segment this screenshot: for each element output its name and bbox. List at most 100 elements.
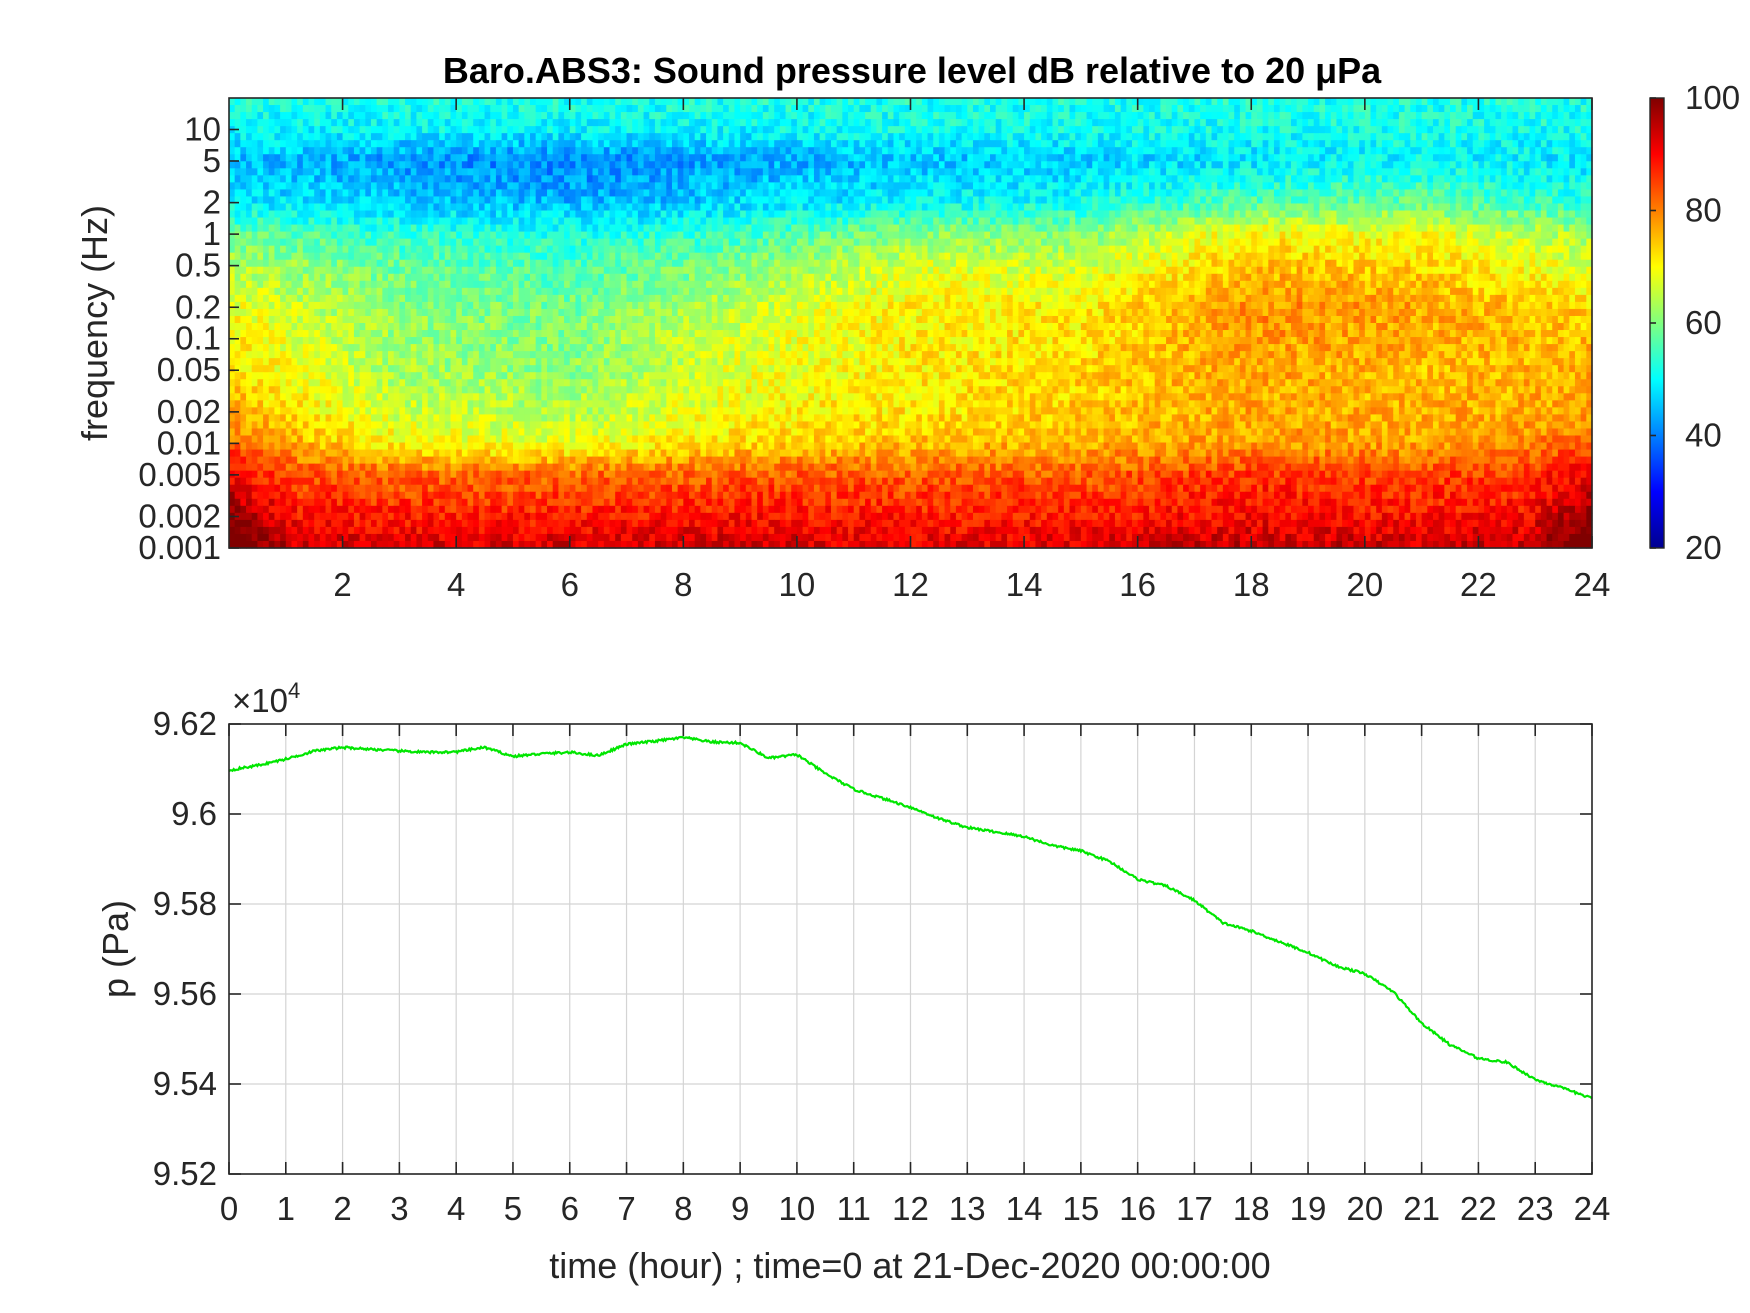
heatmap-cell: [1052, 168, 1059, 176]
heatmap-cell: [830, 168, 838, 176]
heatmap-cell: [325, 231, 332, 240]
heatmap-cell: [603, 112, 611, 120]
heatmap-cell: [683, 98, 690, 106]
heatmap-cell: [1484, 98, 1491, 106]
heatmap-cell: [1478, 168, 1485, 176]
heatmap-cell: [802, 133, 809, 141]
heatmap-cell: [1506, 196, 1514, 205]
heatmap-cell: [1512, 210, 1519, 219]
heatmap-cell: [1018, 133, 1025, 141]
heatmap-cell: [654, 189, 662, 198]
heatmap-cell: [285, 154, 293, 162]
heatmap-cell: [893, 112, 900, 120]
heatmap-cell: [399, 203, 406, 212]
heatmap-cell: [257, 105, 264, 113]
heatmap-cell: [1149, 196, 1156, 205]
heatmap-cell: [677, 238, 684, 247]
heatmap-cell: [1455, 196, 1462, 205]
heatmap-cell: [1410, 224, 1417, 233]
heatmap-cell: [1222, 161, 1230, 169]
heatmap-cell: [802, 175, 809, 183]
heatmap-cell: [1540, 203, 1548, 212]
heatmap-cell: [1268, 119, 1275, 127]
heatmap-cell: [399, 182, 406, 191]
heatmap-cell: [246, 224, 253, 233]
heatmap-cell: [1569, 161, 1576, 169]
heatmap-cell: [1137, 203, 1144, 212]
heatmap-cell: [1370, 105, 1377, 113]
heatmap-cell: [802, 217, 809, 226]
heatmap-cell: [450, 133, 457, 141]
heatmap-cell: [689, 126, 696, 134]
heatmap-cell: [865, 182, 872, 191]
heatmap-cell: [1523, 154, 1531, 162]
heatmap-cell: [501, 147, 508, 155]
heatmap-cell: [1381, 147, 1389, 155]
heatmap-cell: [938, 98, 946, 106]
heatmap-cell: [512, 189, 520, 198]
heatmap-cell: [1546, 203, 1553, 212]
heatmap-cell: [768, 147, 775, 155]
heatmap-cell: [246, 119, 253, 127]
heatmap-cell: [268, 210, 276, 219]
heatmap-cell: [950, 210, 957, 219]
heatmap-cell: [581, 217, 588, 226]
heatmap-cell: [1188, 126, 1196, 134]
heatmap-cell: [1467, 147, 1474, 155]
heatmap-cell: [1535, 126, 1542, 134]
heatmap-cell: [575, 224, 582, 233]
heatmap-cell: [1557, 231, 1565, 240]
heatmap-cell: [1353, 154, 1360, 162]
heatmap-cell: [774, 210, 781, 219]
heatmap-cell: [1398, 98, 1406, 106]
heatmap-cell: [1256, 231, 1264, 240]
heatmap-cell: [1273, 126, 1281, 134]
heatmap-cell: [1586, 175, 1593, 183]
heatmap-cell: [1052, 154, 1059, 162]
heatmap-cell: [1177, 168, 1184, 176]
heatmap-cell: [1228, 98, 1235, 106]
heatmap-cell: [899, 203, 906, 212]
heatmap-cell: [1273, 112, 1281, 120]
heatmap-cell: [1478, 147, 1485, 155]
heatmap-cell: [1205, 161, 1213, 169]
heatmap-cell: [581, 175, 588, 183]
heatmap-cell: [859, 168, 866, 176]
heatmap-cell: [1154, 133, 1161, 141]
heatmap-cell: [280, 238, 287, 247]
heatmap-cell: [512, 147, 520, 155]
heatmap-cell: [478, 224, 486, 233]
heatmap-cell: [1285, 231, 1292, 240]
heatmap-cell: [615, 238, 622, 247]
heatmap-cell: [370, 112, 378, 120]
heatmap-cell: [1007, 217, 1014, 226]
heatmap-cell: [995, 238, 1002, 247]
heatmap-cell: [365, 98, 372, 106]
heatmap-cell: [1160, 112, 1167, 120]
heatmap-cell: [1484, 231, 1491, 240]
heatmap-cell: [1313, 175, 1320, 183]
heatmap-cell: [319, 182, 327, 191]
heatmap-cell: [689, 147, 696, 155]
heatmap-cell: [1007, 224, 1014, 233]
heatmap-cell: [910, 112, 917, 120]
chart-title: Baro.ABS3: Sound pressure level dB relat…: [443, 50, 1382, 91]
heatmap-cell: [870, 168, 878, 176]
heatmap-cell: [450, 161, 457, 169]
heatmap-cell: [1546, 196, 1553, 205]
heatmap-cell: [308, 133, 315, 141]
heatmap-cell: [740, 182, 747, 191]
heatmap-cell: [609, 175, 616, 183]
heatmap-cell: [842, 196, 849, 205]
heatmap-cell: [1415, 168, 1423, 176]
heatmap-cell: [251, 105, 258, 113]
heatmap-cell: [927, 98, 934, 106]
heatmap-cell: [1495, 119, 1502, 127]
heatmap-cell: [836, 168, 843, 176]
heatmap-cell: [1075, 210, 1082, 219]
heatmap-cell: [1114, 105, 1122, 113]
heatmap-cell: [376, 175, 383, 183]
heatmap-cell: [689, 210, 696, 219]
heatmap-cell: [495, 112, 503, 120]
heatmap-cell: [666, 105, 673, 113]
